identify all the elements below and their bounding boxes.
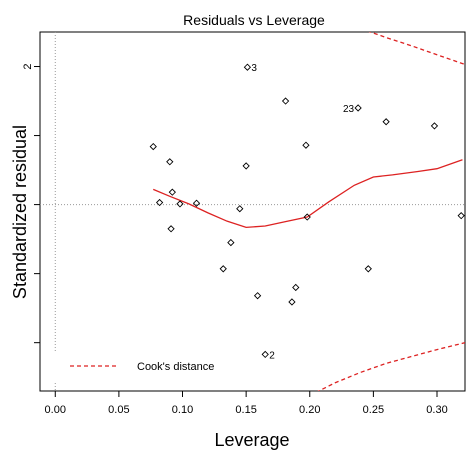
data-point [176, 200, 184, 208]
data-point [227, 238, 235, 247]
data-point [288, 298, 296, 306]
y-axis-title: Standardized residual [10, 125, 30, 299]
reference-lines [40, 32, 465, 391]
data-point [168, 188, 176, 196]
smoother-path [152, 159, 463, 229]
data-point [281, 97, 290, 105]
x-tick-label: 0.25 [363, 404, 384, 416]
data-point [261, 350, 269, 359]
point-label: 23 [343, 104, 355, 115]
x-axis: 0.00 0.05 0.10 0.15 0.20 0.25 0.30 [45, 391, 448, 416]
data-point [149, 142, 157, 151]
chart-title: Residuals vs Leverage [183, 12, 325, 28]
legend: Cook's distance [45, 353, 245, 381]
data-point [167, 225, 175, 233]
point-label: 2 [269, 350, 275, 361]
data-point [364, 265, 372, 273]
data-point [219, 265, 227, 273]
cooks-distance-lines [317, 32, 465, 391]
data-point [382, 118, 390, 126]
data-point [302, 141, 310, 149]
plot-frame [39, 31, 466, 392]
x-tick-label: 0.10 [172, 404, 193, 416]
y-tick-label: 2 [22, 63, 34, 69]
data-point [354, 104, 362, 112]
data-point [166, 158, 174, 166]
data-point [243, 63, 252, 71]
legend-label-cooks-distance: Cook's distance [137, 361, 214, 373]
point-label: 3 [251, 63, 257, 74]
cooks-distance-lower [317, 342, 465, 391]
data-point [292, 283, 300, 292]
smoother-line [152, 159, 463, 229]
x-tick-label: 0.30 [426, 404, 447, 416]
x-tick-label: 0.05 [108, 404, 129, 416]
data-point [242, 162, 250, 170]
data-point [253, 292, 262, 300]
x-axis-title: Leverage [214, 430, 289, 450]
data-point [430, 122, 439, 130]
y-axis: 2 [22, 63, 40, 344]
data-point [457, 212, 465, 220]
x-tick-label: 0.00 [45, 404, 66, 416]
point-labels: 3 23 2 [251, 63, 354, 361]
data-point [236, 205, 244, 213]
cooks-distance-upper [368, 32, 465, 66]
data-point [155, 198, 164, 207]
x-tick-label: 0.15 [235, 404, 256, 416]
x-tick-label: 0.20 [299, 404, 320, 416]
legend-box [45, 353, 245, 381]
data-point [192, 199, 201, 207]
data-points [149, 63, 465, 359]
data-point [303, 213, 311, 221]
